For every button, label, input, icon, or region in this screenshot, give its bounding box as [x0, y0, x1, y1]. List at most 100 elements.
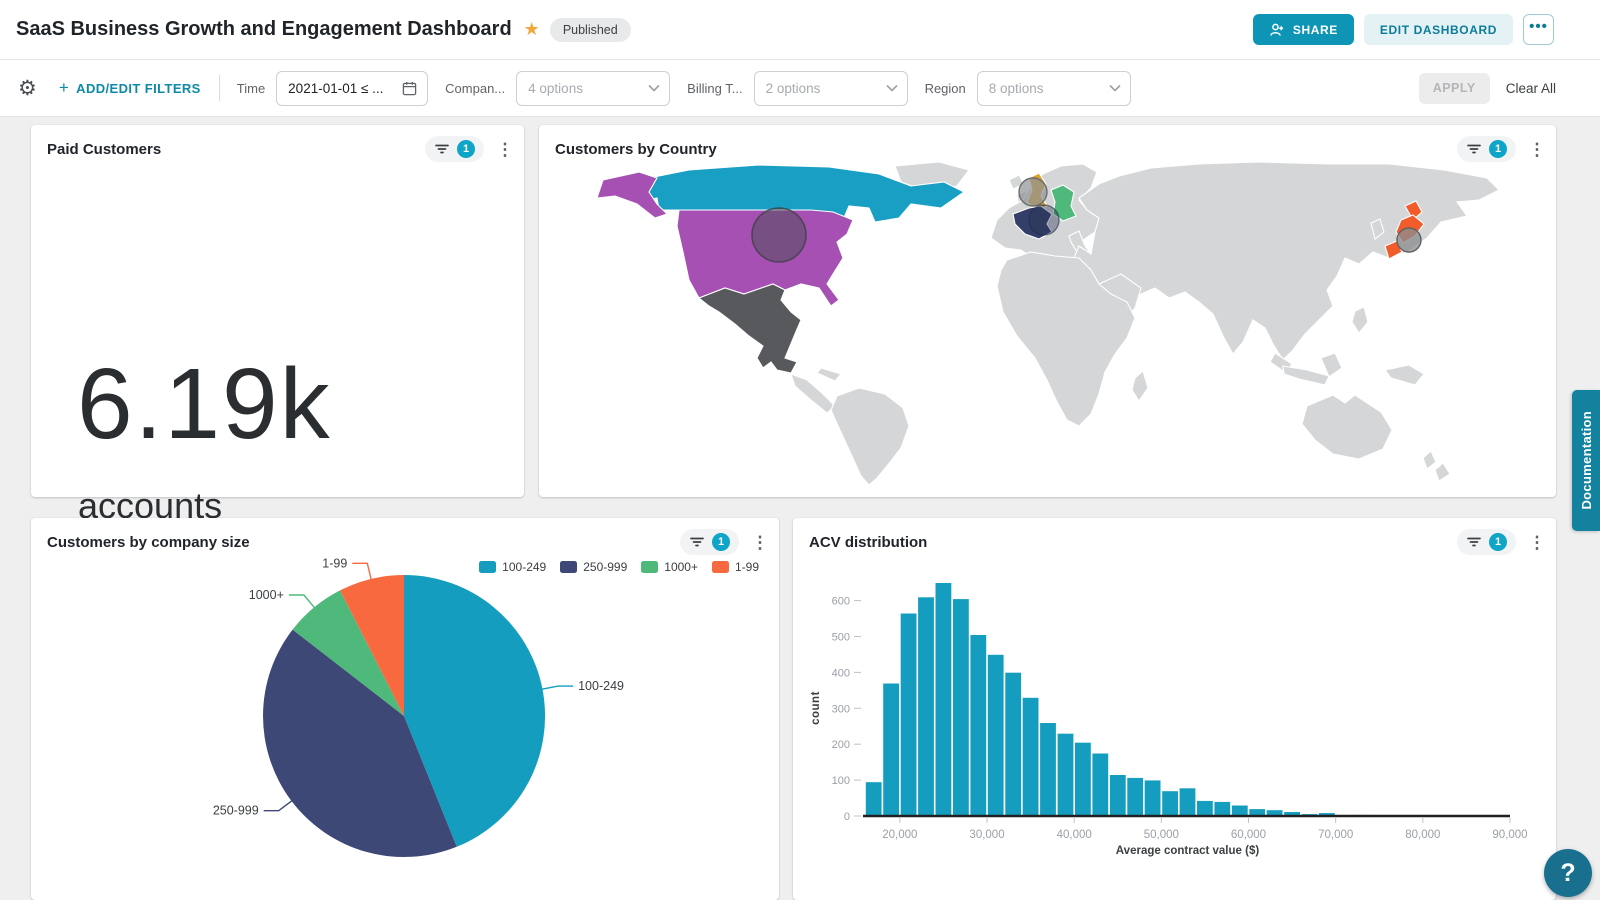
legend-swatch — [641, 561, 659, 573]
apply-button[interactable]: APPLY — [1418, 72, 1490, 104]
billing-type-filter-select[interactable]: 2 options — [753, 70, 908, 106]
tile-customers-by-country: Customers by Country 1 ⋮ — [539, 125, 1556, 497]
pie-slice-label: 1-99 — [322, 556, 347, 570]
x-tick-label: 60,000 — [1231, 829, 1266, 841]
add-edit-filters-label: ADD/EDIT FILTERS — [76, 80, 201, 96]
bubble-marker-united-states — [751, 207, 807, 263]
bubble-marker-france — [1028, 204, 1060, 236]
page-title: SaaS Business Growth and Engagement Dash… — [16, 18, 512, 40]
edit-dashboard-button[interactable]: EDIT DASHBOARD — [1363, 14, 1513, 45]
favorite-star-icon[interactable]: ★ — [523, 19, 540, 39]
pie-chart[interactable]: 100-249 250-999 1000+ 1-99 — [31, 518, 779, 900]
share-person-icon — [1270, 23, 1284, 36]
map-country-mexico[interactable] — [697, 283, 802, 374]
y-axis-title: count — [810, 691, 822, 725]
map-country-alaska[interactable] — [596, 171, 669, 219]
question-mark-icon: ? — [1560, 858, 1576, 887]
tile-company-size: Customers by company size 1 ⋮ 100-249 250… — [31, 518, 779, 900]
pie-callout-line — [352, 562, 372, 581]
pie-slice-label: 250-999 — [213, 804, 259, 818]
legend-swatch — [560, 561, 578, 573]
legend-label: 1-99 — [734, 560, 759, 574]
legend-item[interactable]: 1000+ — [641, 560, 698, 574]
pie-slice-label: 1000+ — [249, 588, 284, 602]
region-filter-value: 8 options — [988, 80, 1044, 96]
header-more-options-button[interactable]: ••• — [1523, 14, 1554, 45]
help-button[interactable]: ? — [1544, 849, 1592, 897]
y-tick-label: 0 — [844, 811, 850, 823]
tile-acv-distribution: ACV distribution 1 ⋮ 0 100 200 300 400 500 600… — [793, 518, 1556, 900]
filter-bar: ⚙ + ADD/EDIT FILTERS Time Compan... 4 op… — [0, 60, 1600, 117]
clear-all-button[interactable]: Clear All — [1505, 80, 1556, 96]
filter-label-time: Time — [236, 80, 266, 96]
x-tick-label: 70,000 — [1318, 829, 1353, 841]
pie-legend: 100-249 250-999 1000+ 1-99 — [479, 560, 759, 574]
map-country-japan-hokkaido[interactable] — [1404, 200, 1423, 221]
tile-kebab-menu-icon[interactable]: ⋮ — [1528, 139, 1546, 159]
tile-title: Customers by company size — [47, 533, 250, 551]
company-size-filter-value: 4 options — [528, 80, 583, 96]
legend-swatch — [479, 561, 497, 573]
filter-count-badge: 1 — [1489, 140, 1507, 158]
tile-title: ACV distribution — [809, 533, 928, 551]
legend-item[interactable]: 1-99 — [711, 560, 759, 574]
pie-slice-1000+[interactable] — [292, 590, 404, 716]
filter-label-company: Compan... — [445, 80, 506, 96]
bubble-marker-united-kingdom — [1018, 177, 1048, 207]
y-tick-label: 100 — [832, 775, 850, 787]
legend-item[interactable]: 250-999 — [560, 560, 627, 574]
legend-item[interactable]: 100-249 — [479, 560, 546, 574]
pie-callout-line — [288, 594, 316, 609]
region-filter-select[interactable]: 8 options — [976, 70, 1131, 106]
histogram-bars[interactable] — [865, 582, 1371, 817]
company-size-filter-select[interactable]: 4 options — [516, 70, 671, 106]
share-button-label: SHARE — [1292, 22, 1338, 37]
tile-paid-customers: Paid Customers 1 ⋮ 6.19k accounts — [31, 125, 524, 526]
y-tick-label: 200 — [832, 739, 850, 751]
app-header: SaaS Business Growth and Engagement Dash… — [0, 0, 1600, 60]
tile-kebab-menu-icon[interactable]: ⋮ — [496, 139, 514, 159]
tile-filter-chip[interactable]: 1 — [1457, 136, 1516, 162]
calendar-icon — [402, 81, 417, 95]
tile-filter-chip[interactable]: 1 — [1457, 529, 1516, 555]
pie-slice-label: 100-249 — [578, 679, 624, 693]
chevron-down-icon — [648, 84, 660, 92]
y-tick-label: 600 — [832, 596, 850, 608]
documentation-tab[interactable]: Documentation — [1572, 390, 1600, 531]
filter-count-badge: 1 — [1489, 533, 1507, 551]
filter-lines-icon — [435, 144, 449, 154]
pie-slice-250-999[interactable] — [263, 629, 457, 858]
filter-lines-icon — [690, 537, 704, 547]
tile-title: Paid Customers — [47, 140, 162, 158]
filter-label-billing: Billing T... — [687, 80, 743, 96]
histogram-chart[interactable]: 0 100 200 300 400 500 600 20,000 30,000 40,000 50,… — [793, 558, 1556, 900]
filter-lines-icon — [1467, 144, 1481, 154]
chevron-down-icon — [885, 84, 898, 92]
map-country-france[interactable] — [1012, 205, 1053, 240]
pie-slice-100-249[interactable] — [404, 575, 546, 847]
time-filter-input[interactable] — [276, 70, 429, 106]
x-tick-label: 90,000 — [1492, 829, 1527, 841]
tile-kebab-menu-icon[interactable]: ⋮ — [751, 532, 769, 552]
filter-label-region: Region — [924, 80, 966, 96]
tile-kebab-menu-icon[interactable]: ⋮ — [1528, 532, 1546, 552]
add-edit-filters-button[interactable]: + ADD/EDIT FILTERS — [59, 78, 201, 98]
edit-dashboard-label: EDIT DASHBOARD — [1379, 22, 1497, 37]
chevron-down-icon — [1109, 84, 1121, 92]
divider — [218, 75, 220, 101]
world-map[interactable] — [539, 162, 1556, 492]
kpi-value: 6.19k — [77, 348, 332, 460]
x-tick-label: 50,000 — [1144, 829, 1179, 841]
world-map-base-land — [790, 162, 1500, 486]
share-button[interactable]: SHARE — [1252, 14, 1354, 45]
filter-settings-gear-icon[interactable]: ⚙ — [18, 76, 37, 100]
tile-title: Customers by Country — [555, 140, 717, 158]
filter-lines-icon — [1467, 537, 1481, 547]
legend-label: 100-249 — [502, 560, 547, 574]
time-filter-value[interactable] — [288, 80, 399, 96]
pie-slice-1-99[interactable] — [340, 575, 404, 716]
tile-filter-chip[interactable]: 1 — [680, 529, 739, 555]
y-tick-label: 500 — [832, 632, 850, 644]
legend-label: 250-999 — [583, 560, 628, 574]
tile-filter-chip[interactable]: 1 — [425, 136, 484, 162]
